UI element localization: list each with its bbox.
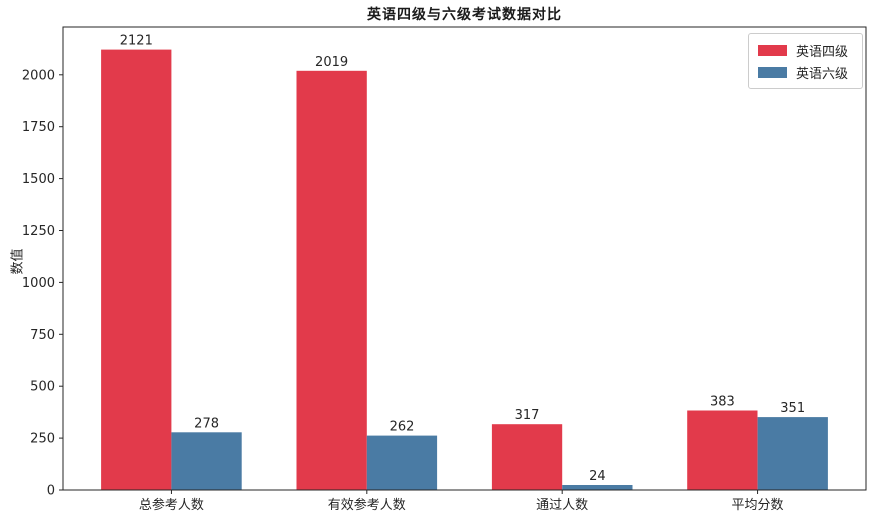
y-tick-label: 1250 [22, 224, 55, 239]
x-tick-label: 通过人数 [536, 498, 588, 513]
bar-series0 [101, 49, 172, 490]
bar-value-label: 317 [515, 408, 540, 423]
legend-swatch-cet4-icon [758, 44, 787, 56]
bar-value-label: 262 [390, 420, 415, 435]
y-tick-label: 1000 [22, 276, 55, 291]
x-tick-label: 平均分数 [732, 498, 784, 513]
legend-swatch-cet6-icon [758, 66, 787, 78]
y-tick-label: 1500 [22, 172, 55, 187]
y-tick-label: 2000 [22, 68, 55, 83]
bar-series1 [757, 417, 828, 490]
y-tick-label: 750 [30, 328, 55, 343]
bar-series1 [366, 435, 438, 490]
bar-series1 [171, 432, 242, 490]
bar-series0 [296, 70, 367, 491]
chart-title: 英语四级与六级考试数据对比 [367, 7, 562, 23]
bar-series1 [562, 485, 633, 490]
y-tick-label: 500 [30, 380, 55, 395]
x-tick-label: 总参考人数 [139, 497, 204, 513]
bar-value-label: 2121 [120, 34, 153, 49]
bar-series0 [687, 410, 758, 490]
bar-value-label: 278 [194, 416, 219, 431]
bar-value-label: 2019 [315, 55, 348, 70]
legend-label-cet4: 英语四级 [796, 44, 849, 60]
bar-series0 [491, 424, 563, 490]
x-tick-label: 有效参考人数 [328, 497, 406, 513]
y-tick-label: 1750 [22, 120, 55, 135]
legend: 英语四级 英语六级 [748, 33, 863, 89]
bar-value-label: 383 [710, 395, 735, 410]
plot-frame [62, 26, 867, 491]
y-tick-label: 250 [30, 432, 55, 447]
y-tick-label: 0 [47, 484, 55, 499]
legend-item-cet4: 英语四级 [758, 41, 853, 60]
legend-label-cet6: 英语六级 [796, 66, 849, 82]
legend-item-cet6: 英语六级 [758, 63, 853, 82]
bar-value-label: 351 [780, 401, 805, 416]
bar-value-label: 24 [589, 469, 606, 484]
